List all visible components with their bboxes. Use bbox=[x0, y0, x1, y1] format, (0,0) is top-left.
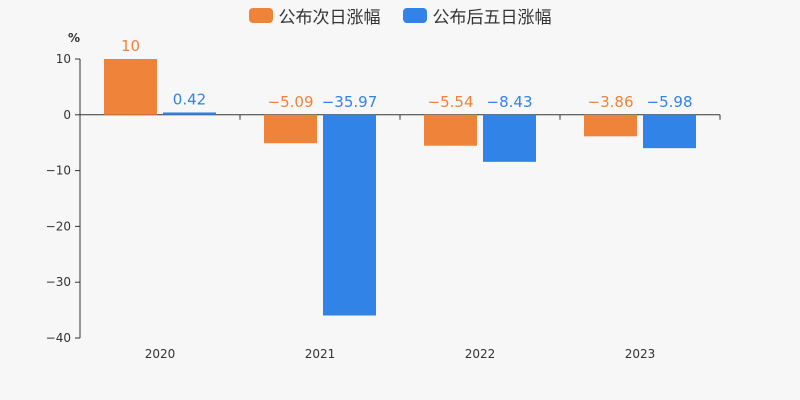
y-tick-label: −40 bbox=[46, 331, 71, 345]
data-label: −5.98 bbox=[647, 93, 693, 111]
legend-swatch-five-day bbox=[402, 8, 427, 23]
bar-five-day bbox=[323, 114, 376, 316]
y-tick-label: −10 bbox=[46, 164, 71, 178]
data-label: 10 bbox=[121, 37, 140, 55]
x-tick-label: 2023 bbox=[625, 347, 656, 361]
legend-label-five-day: 公布后五日涨幅 bbox=[432, 8, 552, 28]
y-tick-label: 0 bbox=[63, 108, 71, 122]
bar-five-day bbox=[643, 114, 696, 149]
legend-swatch-next-day bbox=[248, 8, 273, 23]
data-label: −3.86 bbox=[588, 93, 634, 111]
legend-label-next-day: 公布次日涨幅 bbox=[278, 8, 381, 28]
bar-five-day bbox=[483, 114, 536, 162]
x-tick-label: 2020 bbox=[145, 347, 176, 361]
legend: 公布次日涨幅 公布后五日涨幅 bbox=[0, 3, 800, 28]
bar-five-day bbox=[163, 112, 216, 115]
data-label: −8.43 bbox=[487, 93, 533, 111]
y-axis-unit: % bbox=[68, 31, 80, 45]
data-label: −5.54 bbox=[428, 93, 474, 111]
x-tick-label: 2022 bbox=[465, 347, 496, 361]
x-tick-label: 2021 bbox=[305, 347, 336, 361]
legend-item-next-day[interactable]: 公布次日涨幅 bbox=[248, 3, 381, 28]
bar-next-day bbox=[424, 114, 477, 146]
y-tick-label: 10 bbox=[56, 52, 71, 66]
y-tick-label: −20 bbox=[46, 219, 71, 233]
bar-next-day bbox=[104, 59, 157, 115]
bar-next-day bbox=[584, 114, 637, 137]
y-tick-label: −30 bbox=[46, 275, 71, 289]
legend-item-five-day[interactable]: 公布后五日涨幅 bbox=[402, 3, 552, 28]
data-label: 0.42 bbox=[173, 90, 206, 108]
data-label: −5.09 bbox=[268, 93, 314, 111]
bar-next-day bbox=[264, 114, 317, 144]
data-label: −35.97 bbox=[322, 93, 378, 111]
